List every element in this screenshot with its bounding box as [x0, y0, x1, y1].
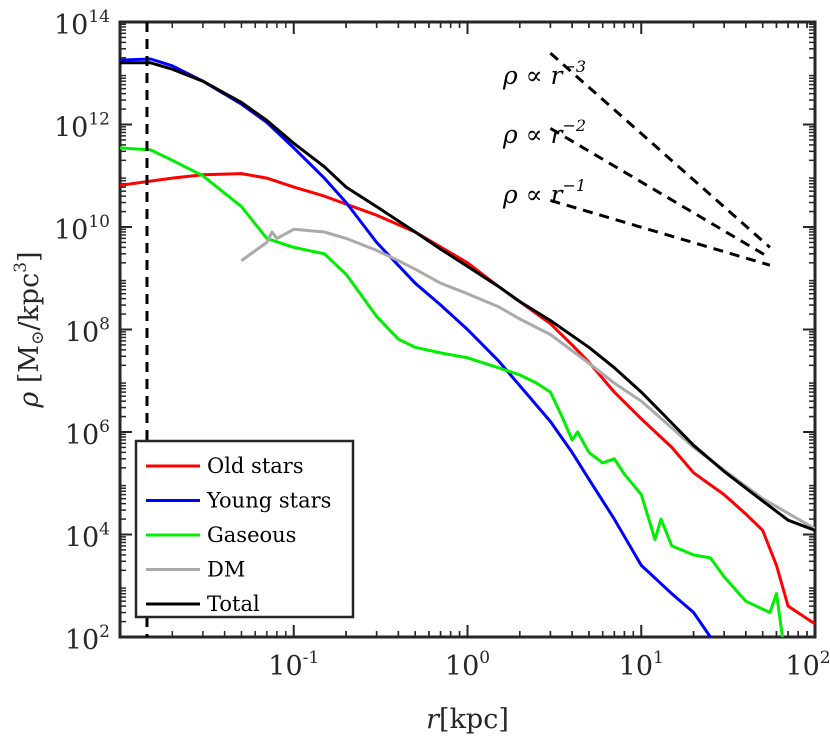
y-tick-label: 106: [65, 417, 110, 451]
legend-label: Total: [207, 592, 260, 616]
legend-label: Gaseous: [207, 523, 296, 547]
y-axis-title: ρ [M⊙/kpc3]: [11, 251, 48, 408]
series-line-gaseous: [120, 146, 784, 637]
legend-label: Young stars: [206, 489, 331, 513]
reference-label: ρ ∝ r−1: [502, 176, 586, 209]
reference-label: ρ ∝ r−2: [502, 116, 586, 149]
x-tick-label: 101: [619, 648, 664, 682]
legend-label: DM: [207, 558, 245, 582]
y-tick-label: 1014: [54, 7, 110, 41]
series-group: [120, 22, 815, 637]
series-line-dm: [240, 227, 815, 531]
plot-area: 102 104 106 108 1010 1012 1014 10-1 100 101 102 r[k…: [11, 7, 830, 735]
y-tick-label: 108: [65, 315, 110, 349]
series-line-total: [120, 61, 815, 532]
legend: Old stars Young stars Gaseous DM Total: [134, 439, 355, 619]
reference-line: [549, 52, 771, 249]
y-tick-label: 102: [65, 622, 110, 656]
reference-line: [549, 127, 771, 260]
y-tick-label: 1010: [54, 212, 110, 246]
reference-line: [549, 198, 771, 267]
x-tick-label: 100: [445, 648, 490, 682]
legend-label: Old stars: [207, 454, 304, 478]
reference-label: ρ ∝ r−3: [502, 57, 586, 90]
legend-box: [134, 439, 355, 619]
y-tick-label: 104: [65, 520, 110, 554]
x-axis-title: r[kpc]: [426, 704, 509, 735]
y-tick-label: 1012: [54, 110, 110, 144]
x-tick-label: 102: [785, 648, 830, 682]
x-tick-label: 10-1: [268, 648, 319, 682]
